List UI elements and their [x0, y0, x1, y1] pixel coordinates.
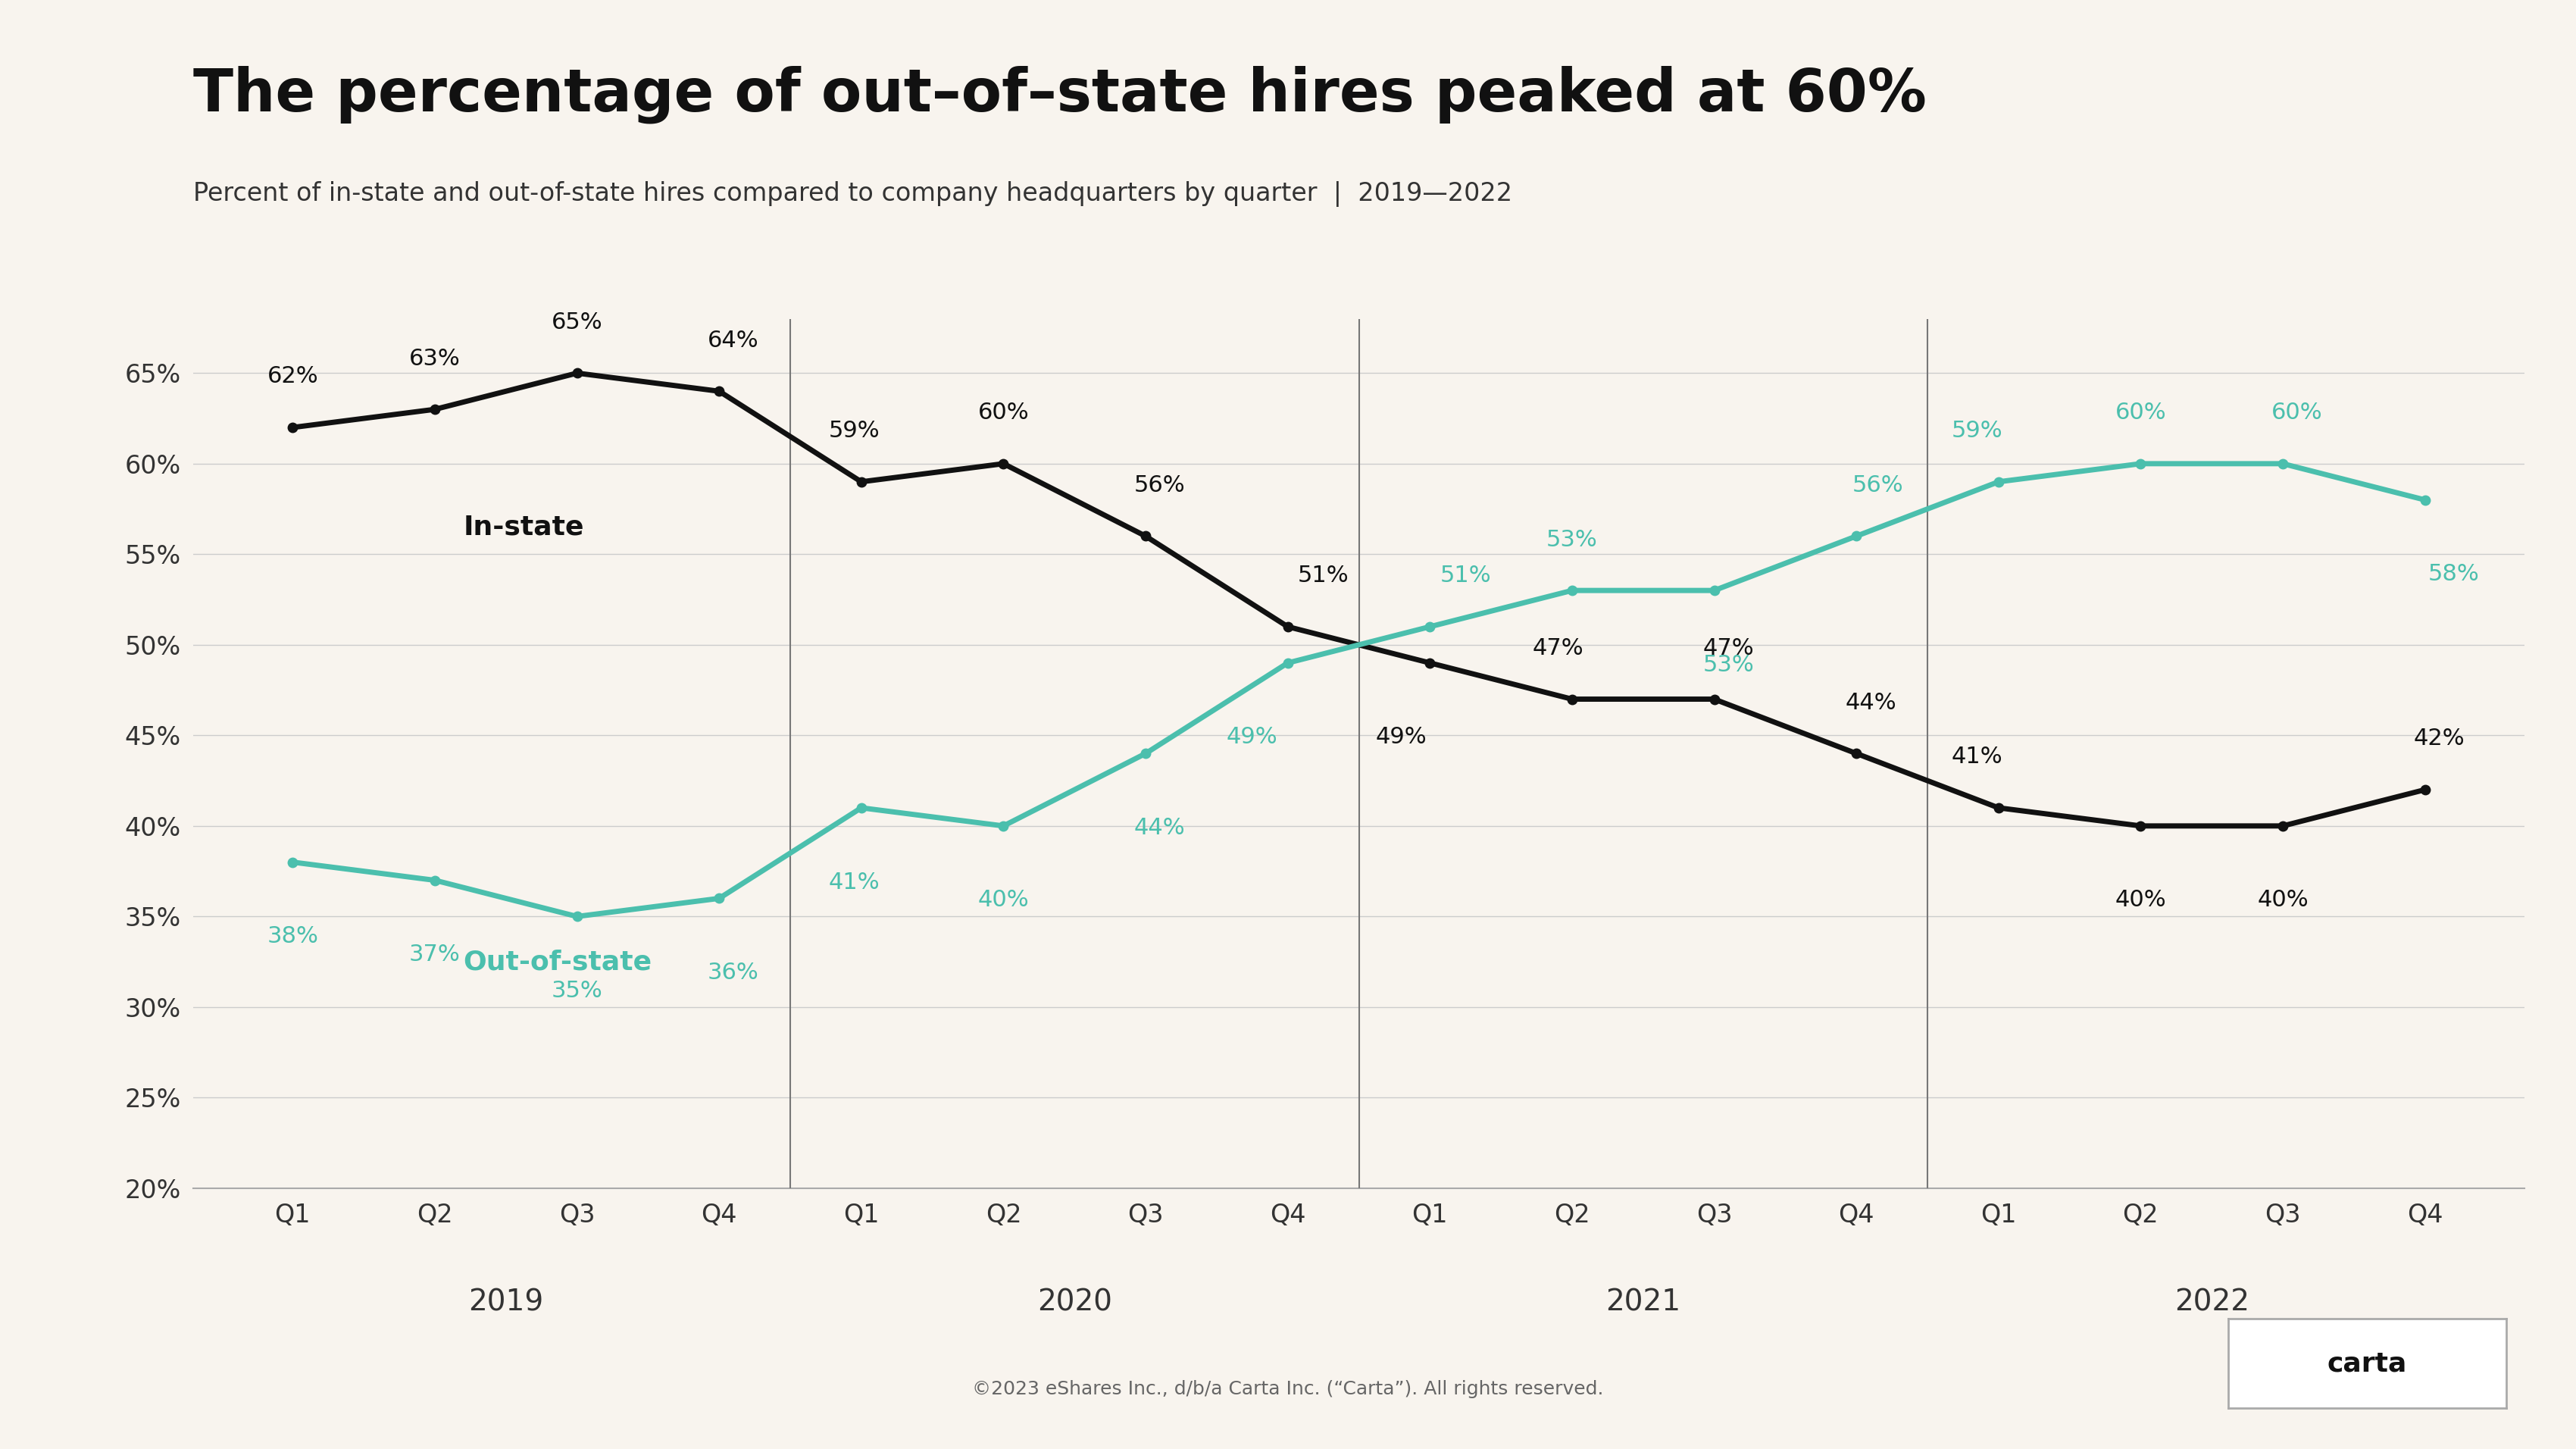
Text: carta: carta — [2329, 1350, 2406, 1377]
Text: 35%: 35% — [551, 980, 603, 1001]
Text: 65%: 65% — [551, 312, 603, 333]
Text: 47%: 47% — [1703, 638, 1754, 659]
Text: 44%: 44% — [1844, 691, 1896, 713]
Text: 56%: 56% — [1852, 474, 1904, 496]
Text: 2020: 2020 — [1038, 1288, 1113, 1317]
Text: 41%: 41% — [829, 871, 881, 893]
Text: 59%: 59% — [829, 420, 881, 442]
Text: 53%: 53% — [1703, 653, 1754, 675]
Text: 36%: 36% — [708, 962, 760, 984]
Text: 2022: 2022 — [2174, 1288, 2249, 1317]
Text: 59%: 59% — [1953, 420, 2002, 442]
Text: 64%: 64% — [708, 329, 760, 351]
Text: The percentage of out–of–state hires peaked at 60%: The percentage of out–of–state hires pea… — [193, 65, 1927, 123]
Text: 49%: 49% — [1376, 726, 1427, 748]
Text: 60%: 60% — [2115, 401, 2166, 423]
Text: 53%: 53% — [1546, 529, 1597, 551]
Text: 40%: 40% — [979, 890, 1028, 911]
Text: 58%: 58% — [2427, 564, 2478, 585]
Text: 42%: 42% — [2414, 727, 2465, 751]
Text: ©2023 eShares Inc., d/b/a Carta Inc. (“Carta”). All rights reserved.: ©2023 eShares Inc., d/b/a Carta Inc. (“C… — [971, 1379, 1605, 1398]
Text: 47%: 47% — [1533, 638, 1584, 659]
Text: 63%: 63% — [410, 348, 461, 369]
Text: 44%: 44% — [1133, 817, 1185, 839]
Text: In-state: In-state — [464, 514, 585, 540]
Text: 51%: 51% — [1440, 565, 1492, 587]
Text: Percent of in-state and out-of-state hires compared to company headquarters by q: Percent of in-state and out-of-state hir… — [193, 181, 1512, 207]
Text: Out-of-state: Out-of-state — [464, 949, 652, 975]
Text: 2019: 2019 — [469, 1288, 544, 1317]
Text: 62%: 62% — [268, 365, 319, 387]
Text: 60%: 60% — [979, 401, 1028, 423]
Text: 49%: 49% — [1226, 726, 1278, 748]
Text: 51%: 51% — [1298, 565, 1350, 587]
Text: 41%: 41% — [1953, 746, 2002, 768]
Text: 40%: 40% — [2257, 890, 2308, 911]
Text: 38%: 38% — [268, 926, 319, 948]
Text: 37%: 37% — [410, 943, 461, 965]
Text: 60%: 60% — [2272, 401, 2324, 423]
Text: 40%: 40% — [2115, 890, 2166, 911]
Text: 2021: 2021 — [1605, 1288, 1680, 1317]
Text: 56%: 56% — [1133, 474, 1185, 496]
